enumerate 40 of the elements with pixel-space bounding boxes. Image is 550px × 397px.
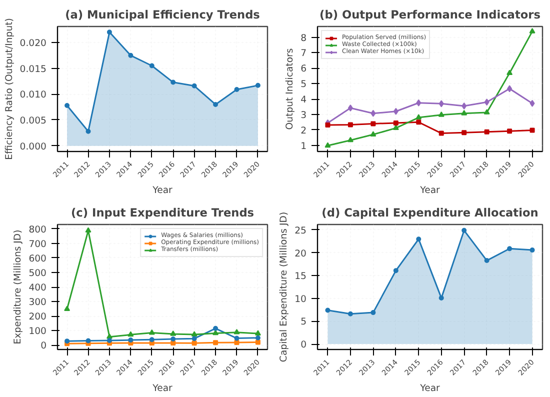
chart-title: (a) Municipal Efficiency Trends [65, 8, 260, 22]
x-axis-title: Year [419, 184, 440, 196]
y-tick-label: 3 [300, 110, 307, 121]
y-tick-label: 800 [28, 224, 47, 236]
y-tick-label: 4 [300, 94, 307, 106]
chart-title: (b) Output Performance Indicators [320, 8, 541, 22]
y-tick-label: 8 [300, 32, 307, 44]
y-tick-label: 100 [28, 326, 47, 338]
x-axis-title: Year [152, 184, 173, 196]
y-tick-label: 0.015 [20, 64, 47, 75]
y-tick-label: 600 [28, 253, 47, 264]
y-tick-label: 0 [40, 340, 47, 352]
y-tick-label: 2 [300, 125, 307, 136]
y-tick-label: 300 [28, 297, 47, 308]
y-tick-label: 700 [28, 238, 47, 250]
y-tick-label: 25 [294, 225, 307, 236]
y-tick-label: 20 [294, 248, 307, 260]
x-axis-title: Year [419, 382, 440, 394]
y-tick-label: 0.010 [20, 90, 47, 101]
y-tick-label: 6 [300, 64, 307, 75]
y-axis-title: Expenditure (Millions JD) [12, 230, 24, 344]
y-tick-label: 500 [28, 268, 47, 279]
y-tick-label: 5 [300, 316, 307, 328]
y-axis-title: Output Indicators [284, 48, 296, 130]
y-tick-label: 7 [300, 48, 307, 60]
y-tick-label: 10 [294, 294, 307, 305]
y-tick-label: 400 [28, 282, 47, 294]
chart-title: (d) Capital Expenditure Allocation [322, 206, 538, 220]
y-tick-label: 0.005 [20, 115, 47, 126]
y-tick-label: 5 [300, 79, 307, 90]
x-axis-title: Year [152, 382, 173, 394]
y-axis-title: Efficiency Ratio (Output/Input) [4, 18, 15, 160]
y-tick-label: 200 [28, 312, 47, 323]
y-tick-label: 0.020 [20, 38, 47, 50]
y-tick-label: 0.000 [20, 141, 47, 152]
y-tick-label: 1 [300, 140, 307, 152]
y-axis-title: Capital Expenditure (Millions JD) [278, 212, 290, 362]
y-tick-label: 0 [300, 340, 307, 351]
y-tick-label: 15 [294, 271, 307, 282]
chart-title: (c) Input Expenditure Trends [70, 206, 254, 220]
